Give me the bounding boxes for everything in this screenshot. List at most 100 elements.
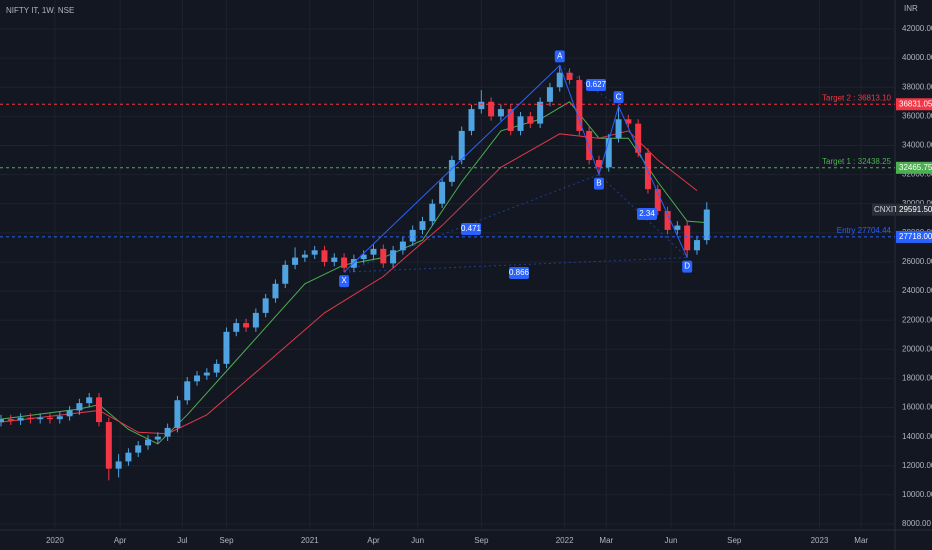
candle-body [115,461,122,469]
candle-body [439,181,446,204]
level-tag-label: 36831.05 [899,99,932,108]
pattern-point-box [554,50,565,63]
candle-body [458,130,465,161]
candle-body [37,417,44,420]
candle-body [223,331,230,364]
candle-body [174,400,181,428]
candle-body [321,250,328,262]
candle-body [76,403,83,411]
candle-body [252,312,259,328]
candle-body [380,248,387,264]
candle-body [56,416,63,420]
candle-body [164,427,171,437]
candle-body [399,241,406,251]
y-tick-label: 26000.00 [902,257,932,266]
candle-body [7,419,14,421]
candle-body [625,119,632,124]
x-tick-label: Mar [854,536,868,545]
ratio-label: 0.471 [461,224,482,233]
candle-body [360,254,367,260]
pattern-point-label: A [557,52,563,61]
candle-body [86,397,93,404]
y-tick-label: 10000.00 [902,490,932,499]
y-tick-label: 30000.00 [902,199,932,208]
candle-body [370,248,377,255]
candle-body [311,250,318,255]
candle-body [17,417,24,421]
candle-body [556,72,563,88]
pattern-point-box [613,91,624,104]
y-tick-label: 18000.00 [902,374,932,383]
x-tick-label: Mar [599,536,613,545]
x-tick-label: 2021 [301,536,319,545]
candle-body [243,323,250,328]
symbol-tag-label: CNXIT [874,205,898,214]
candle-body [429,203,436,222]
candle-body [96,397,103,423]
candle-body [292,257,299,265]
candle-body [194,375,201,382]
candle-body [674,225,681,230]
candle-body [27,417,34,420]
candle-body [605,138,612,168]
candle-body [262,298,269,313]
candle-body [684,225,691,251]
candle-body [537,101,544,124]
x-tick-label: Jul [177,536,187,545]
candle-body [497,109,504,117]
candle-body [664,210,671,230]
candle-body [203,372,210,376]
ratio-box [637,208,657,220]
ratio-box [461,223,481,235]
y-tick-label: 24000.00 [902,286,932,295]
y-tick-label: 16000.00 [902,403,932,412]
chart-title: NIFTY IT, 1W, NSE [6,6,74,15]
ratio-label: 0.866 [509,268,530,277]
currency: INR [904,4,918,13]
candle-body [488,101,495,117]
pattern-point-label: D [684,262,690,271]
y-tick-label: 40000.00 [902,53,932,62]
x-tick-label: Apr [114,536,127,545]
candle-body [409,229,416,242]
candle-body [46,417,53,420]
y-tick-label: 42000.00 [902,24,932,33]
candle-body [703,209,710,241]
candle-body [125,452,132,462]
x-tick-label: Jun [665,536,678,545]
candle-body [478,101,485,110]
candle-body [615,119,622,139]
level-tag-label: 32465.75 [899,163,932,172]
candle-body [693,240,700,251]
y-tick-label: 36000.00 [902,111,932,120]
candle-body [233,323,240,332]
candle-body [595,160,602,168]
x-tick-label: Jun [411,536,424,545]
candle-body [448,160,455,182]
pattern-point-label: X [341,276,347,285]
candle-body [184,381,191,401]
ratio-box [509,267,529,279]
y-tick-label: 32000.00 [902,170,932,179]
candle-body [546,87,553,102]
pattern-point-label: C [616,92,622,101]
y-tick-label: 22000.00 [902,315,932,324]
candle-body [654,189,661,211]
level-tag [896,230,932,243]
ratio-label: 0.627 [586,80,607,89]
pattern-point-box [593,177,604,190]
candle-body [135,445,142,453]
y-tick-label: 38000.00 [902,82,932,91]
candle-body [105,422,112,469]
candle-body [527,116,534,124]
last-price-label: 29591.50 [899,205,932,214]
ratio-label: 2.34 [639,209,655,218]
y-tick-label: 8000.00 [902,519,931,528]
level-name: Entry 27704.44 [837,226,892,235]
y-tick-label: 34000.00 [902,141,932,150]
candle-body [507,109,514,131]
pattern-line [343,64,688,273]
candle-body [566,72,573,80]
last-price-tag [896,203,932,216]
